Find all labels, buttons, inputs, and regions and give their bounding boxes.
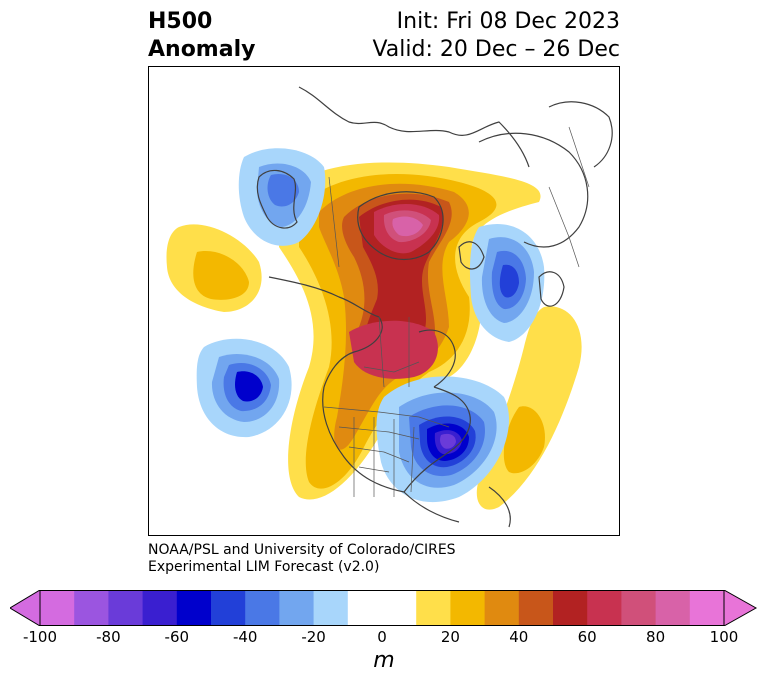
colorbar-extend-high: [723, 590, 758, 626]
colorbar-tick-label: 100: [709, 628, 739, 646]
colorbar-unit: m: [373, 648, 395, 673]
colorbar-swatch: [382, 590, 417, 626]
colorbar-swatch: [245, 590, 280, 626]
colorbar-tick-label: -40: [232, 628, 258, 646]
colorbar-tick-label: -80: [96, 628, 121, 646]
credit-line-1: NOAA/PSL and University of Colorado/CIRE…: [148, 542, 456, 558]
colorbar-swatch: [176, 590, 212, 626]
credit-line-2: Experimental LIM Forecast (v2.0): [148, 559, 380, 575]
colorbar-ticks: -100 -80 -60 -40 -20 0 20 40 60 80 100: [0, 628, 768, 648]
colorbar-swatch: [313, 590, 349, 626]
colorbar-swatch: [484, 590, 520, 626]
colorbar-swatch: [142, 590, 178, 626]
colorbar-swatch: [40, 590, 75, 626]
colorbar-extend-low: [10, 590, 41, 626]
forecast-dates: Init: Fri 08 Dec 2023 Valid: 20 Dec – 26…: [372, 8, 620, 64]
colorbar-swatch: [689, 590, 725, 626]
colorbar-tick-label: 0: [377, 628, 387, 646]
colorbar-swatch: [211, 590, 246, 626]
colorbar-swatch: [655, 590, 691, 626]
colorbar-swatch: [587, 590, 622, 626]
colorbar-tick-label: -60: [164, 628, 190, 646]
colorbar-swatch: [621, 590, 657, 626]
colorbar-tick-label: -20: [301, 628, 326, 646]
anomaly-map: [148, 66, 620, 536]
political-borders: [323, 126, 590, 497]
map-title: H500 Anomaly: [148, 8, 255, 64]
colorbar-tick-label: 60: [577, 628, 597, 646]
negative-anomaly-fields: [196, 148, 545, 503]
colorbar-tick-label: -100: [22, 628, 58, 646]
colorbar-swatch: [108, 590, 144, 626]
colorbar: [10, 590, 758, 626]
valid-date: Valid: 20 Dec – 26 Dec: [372, 37, 620, 62]
init-date: Init: Fri 08 Dec 2023: [396, 9, 620, 34]
coastlines: [256, 86, 613, 528]
colorbar-swatch: [416, 590, 451, 626]
colorbar-swatch: [279, 590, 315, 626]
title-line-2: Anomaly: [148, 37, 256, 62]
colorbar-swatch: [74, 590, 109, 626]
colorbar-tick-label: 20: [440, 628, 460, 646]
colorbar-tick-label: 80: [646, 628, 666, 646]
colorbar-swatch: [347, 590, 383, 626]
credit-text: NOAA/PSL and University of Colorado/CIRE…: [148, 542, 456, 576]
positive-anomaly-fields: [166, 162, 582, 510]
colorbar-tick-label: 40: [509, 628, 529, 646]
colorbar-border: [39, 590, 725, 626]
title-line-1: H500: [148, 9, 213, 34]
colorbar-swatch: [518, 590, 554, 626]
colorbar-swatch: [553, 590, 588, 626]
map-svg: [166, 86, 613, 528]
colorbar-swatch: [450, 590, 486, 626]
